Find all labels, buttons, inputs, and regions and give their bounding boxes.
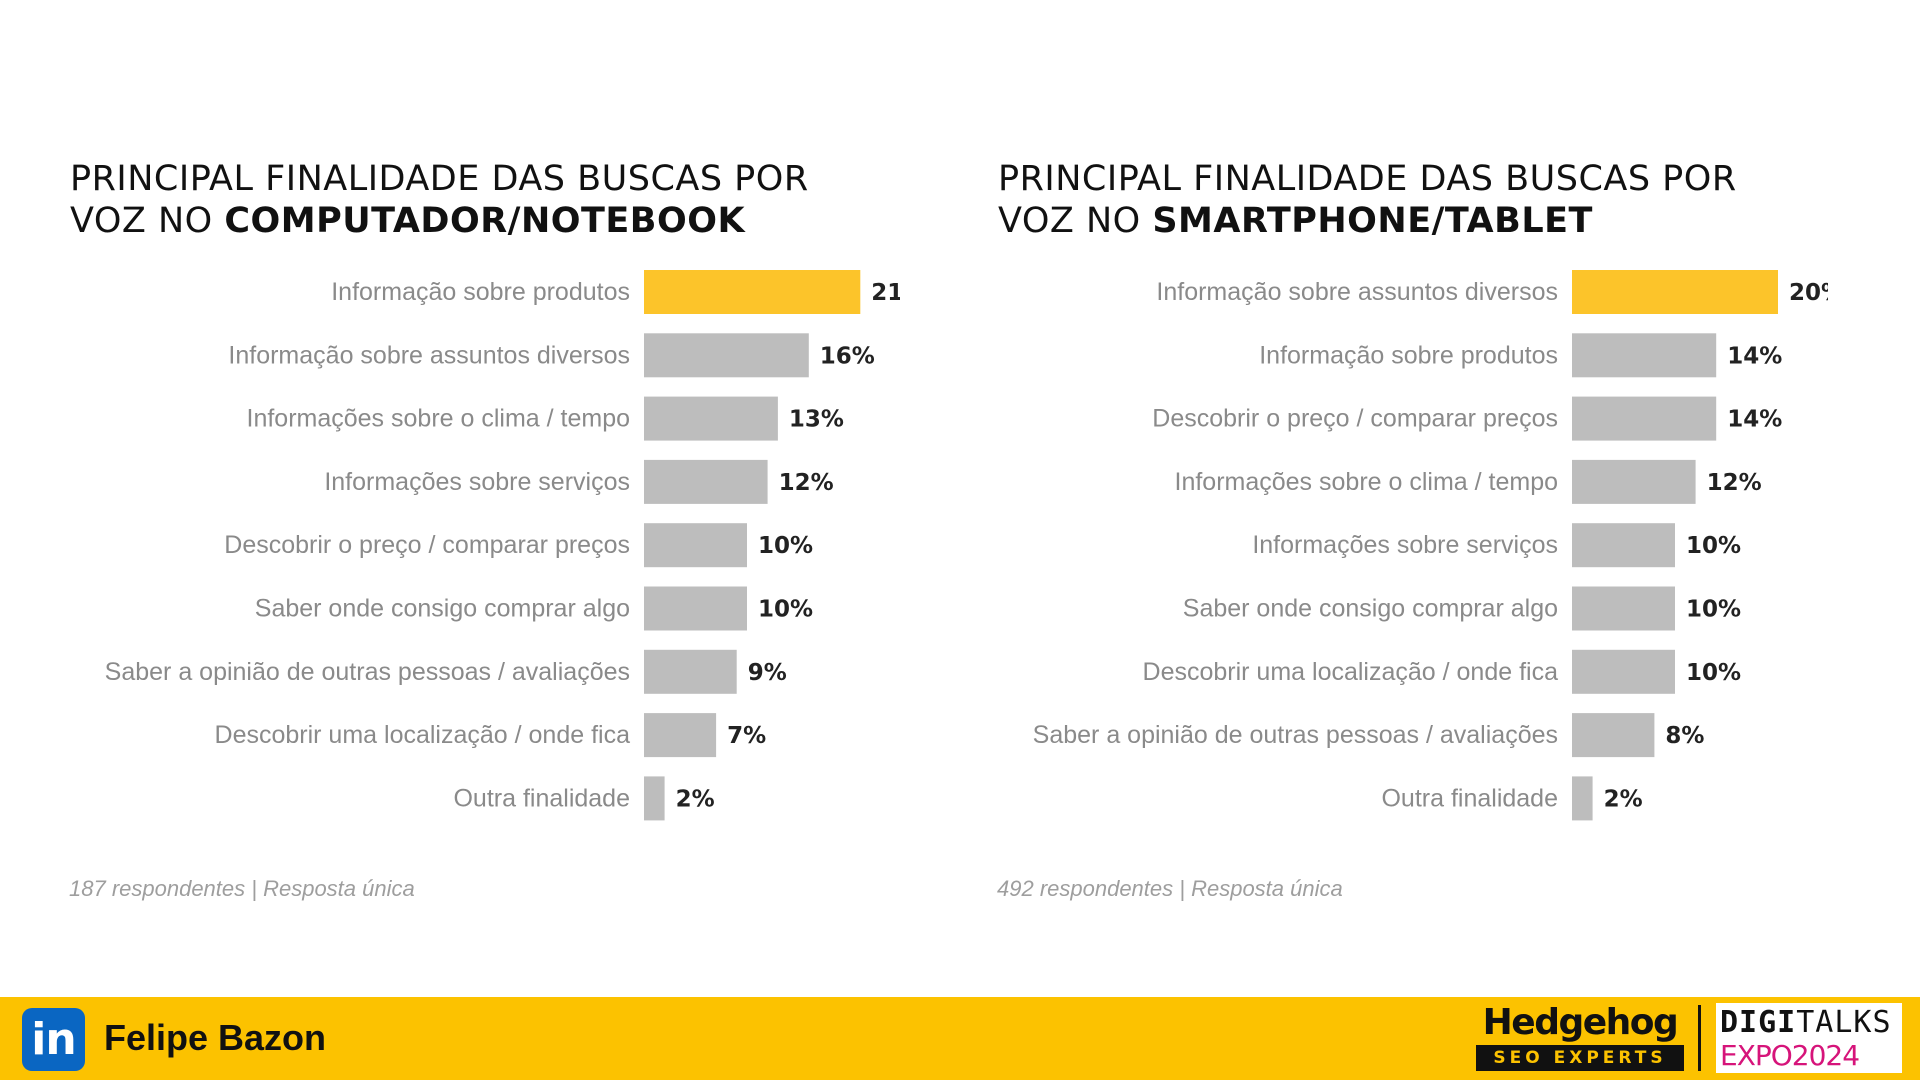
hedgehog-logo-name: Hedgehog [1482,1002,1679,1043]
category-label: Saber a opinião de outras pessoas / aval… [105,658,630,686]
value-label: 10% [1686,533,1741,559]
chart-title-bold: COMPUTADOR/NOTEBOOK [224,201,746,241]
bar [644,649,737,694]
value-label: 13% [789,407,844,433]
value-label: 12% [779,470,834,496]
bar [1572,396,1717,441]
category-label: Informações sobre serviços [324,468,630,496]
bar [644,776,665,821]
chart-panel-smartphone: PRINCIPAL FINALIDADE DAS BUSCAS POR VOZ … [928,158,1828,918]
category-label: Descobrir uma localização / onde fica [1143,658,1559,686]
digitalks-logo-talks: TALKS [1796,1005,1892,1040]
value-label: 10% [758,533,813,559]
bar-chart-svg-computer: Informação sobre produtos 21% Informação s… [105,270,900,821]
digitalks-logo-top: DIGITALKS [1720,1005,1892,1040]
bar-chart-smartphone: Informação sobre assuntos diversos 20% Inf… [928,268,1828,848]
chart-title-line2: VOZ NO [70,201,225,241]
chart-panel-computer: PRINCIPAL FINALIDADE DAS BUSCAS POR VOZ … [0,158,900,918]
respondents-note-smartphone: 492 respondentes | Resposta única [997,876,1343,901]
category-label: Saber a opinião de outras pessoas / aval… [1033,721,1558,749]
respondents-note-computer: 187 respondentes | Resposta única [69,876,415,901]
chart-title-line2: VOZ NO [998,201,1153,241]
logo-divider [1698,1005,1701,1071]
bar-chart-computer: Informação sobre produtos 21% Informação s… [0,268,900,848]
bar [1572,523,1675,568]
bar [644,713,717,758]
value-label: 7% [727,723,766,749]
category-label: Descobrir o preço / comparar preços [1152,405,1558,433]
category-label: Descobrir uma localização / onde fica [215,721,631,749]
hedgehog-logo: Hedgehog SEO EXPERTS [1474,1001,1686,1075]
chart-title-bold: SMARTPHONE/TABLET [1152,201,1593,241]
linkedin-icon[interactable]: in [22,1008,85,1071]
footer-bar: in Felipe Bazon Hedgehog SEO EXPERTS DIG… [0,997,1920,1080]
chart-title-computer: PRINCIPAL FINALIDADE DAS BUSCAS POR VOZ … [70,158,809,242]
bar-highlighted [1572,270,1778,314]
bar [644,523,747,568]
bar [1572,333,1717,378]
category-label: Saber onde consigo comprar algo [255,595,630,623]
bar [644,333,809,378]
category-label: Informações sobre serviços [1252,531,1558,559]
value-label: 2% [1604,786,1643,812]
bar [1572,776,1593,821]
category-label: Outra finalidade [453,784,630,812]
value-label: 8% [1665,723,1704,749]
bar [1572,649,1675,694]
hedgehog-logo-tagline: SEO EXPERTS [1476,1045,1684,1071]
bar-chart-svg-smartphone: Informação sobre assuntos diversos 20% Inf… [1033,270,1828,821]
author-name: Felipe Bazon [104,1017,327,1058]
value-label: 9% [748,660,787,686]
value-label: 2% [676,786,715,812]
value-label: 21% [871,280,900,306]
value-label: 10% [1686,597,1741,623]
category-label: Informação sobre assuntos diversos [228,341,630,369]
bar [1572,713,1655,758]
digitalks-logo: DIGITALKS EXPO2024 [1716,1003,1902,1073]
category-label: Informações sobre o clima / tempo [1175,468,1559,496]
category-label: Informação sobre assuntos diversos [1156,278,1558,306]
value-label: 16% [820,343,875,369]
value-label: 20% [1789,280,1828,306]
category-label: Informação sobre produtos [331,278,630,306]
category-label: Informações sobre o clima / tempo [247,405,631,433]
value-label: 10% [1686,660,1741,686]
value-label: 14% [1727,407,1782,433]
category-label: Outra finalidade [1381,784,1558,812]
bar [1572,586,1675,631]
bar-highlighted [644,270,861,314]
category-label: Descobrir o preço / comparar preços [224,531,630,559]
digitalks-logo-expo: EXPO2024 [1720,1039,1860,1072]
digitalks-logo-digi: DIGI [1720,1005,1797,1040]
chart-title-smartphone: PRINCIPAL FINALIDADE DAS BUSCAS POR VOZ … [998,158,1737,242]
bar [1572,459,1696,504]
value-label: 10% [758,597,813,623]
bar [644,586,747,631]
bar [644,396,778,441]
chart-title-line1: PRINCIPAL FINALIDADE DAS BUSCAS POR [998,159,1737,199]
chart-title-line1: PRINCIPAL FINALIDADE DAS BUSCAS POR [70,159,809,199]
category-label: Saber onde consigo comprar algo [1183,595,1558,623]
bar [644,459,768,504]
value-label: 14% [1727,343,1782,369]
category-label: Informação sobre produtos [1259,341,1558,369]
value-label: 12% [1707,470,1762,496]
